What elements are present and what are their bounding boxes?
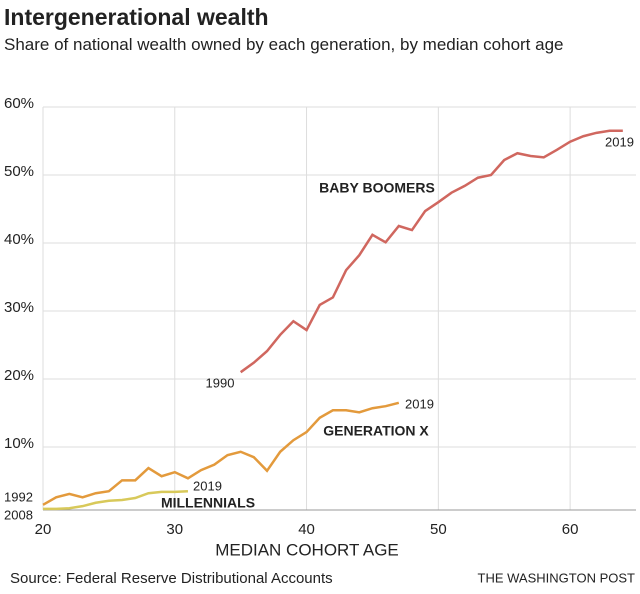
line xyxy=(239,129,623,374)
chart-subtitle: Share of national wealth owned by each g… xyxy=(4,35,564,54)
y-tick-label: 20% xyxy=(4,367,34,384)
start-label: 1992 xyxy=(4,489,33,504)
start-label: 1990 xyxy=(206,375,235,390)
line xyxy=(43,489,189,511)
credit: THE WASHINGTON POST xyxy=(478,570,636,585)
x-tick-label: 60 xyxy=(562,521,579,538)
x-axis-label: MEDIAN COHORT AGE xyxy=(215,540,399,559)
x-tick-label: 50 xyxy=(430,521,447,538)
y-tick-label: 30% xyxy=(4,299,34,316)
end-label: 2019 xyxy=(193,478,222,493)
header: Intergenerational wealth Share of nation… xyxy=(4,2,604,58)
chart-title: Intergenerational wealth xyxy=(4,4,269,30)
series-label: MILLENNIALS xyxy=(161,495,255,511)
y-tick-label: 60% xyxy=(4,95,34,112)
x-tick-label: 40 xyxy=(298,521,315,538)
y-tick-label: 40% xyxy=(4,231,34,248)
y-tick-label: 50% xyxy=(4,163,34,180)
x-tick-label: 20 xyxy=(35,521,52,538)
source: Source: Federal Reserve Distributional A… xyxy=(10,570,333,587)
x-tick-label: 30 xyxy=(166,521,183,538)
end-label: 2019 xyxy=(405,396,434,411)
line xyxy=(42,401,400,506)
series-label: BABY BOOMERS xyxy=(319,180,435,196)
end-label: 2019 xyxy=(605,134,634,149)
series-label: GENERATION X xyxy=(323,423,429,439)
start-label: 2008 xyxy=(4,507,33,522)
y-tick-label: 10% xyxy=(4,435,34,452)
